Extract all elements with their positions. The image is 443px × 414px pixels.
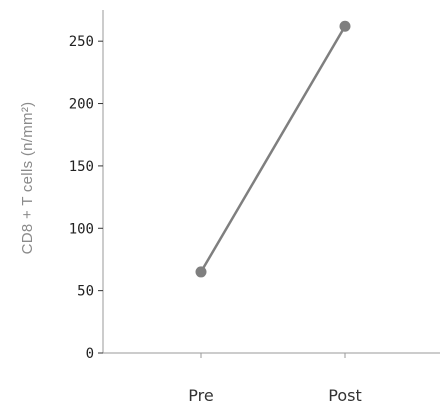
y-tick-label: 150 <box>69 159 94 175</box>
y-axis: 0 50 100 150 200 250 <box>69 10 104 362</box>
y-tick-label: 100 <box>69 221 94 237</box>
data-point <box>195 266 207 278</box>
series <box>195 20 351 278</box>
x-tick-label: Pre <box>188 386 213 405</box>
y-axis-label: CD8 + T cells (n/mm²) <box>19 102 36 255</box>
series-line <box>199 25 347 273</box>
y-tick-label: 200 <box>69 97 94 113</box>
data-point <box>339 20 351 32</box>
x-tick-label: Post <box>328 386 361 405</box>
y-tick-label: 0 <box>86 346 94 362</box>
x-axis: Pre Post <box>103 352 440 405</box>
y-tick-label: 250 <box>69 34 94 50</box>
y-tick-label: 50 <box>77 284 94 300</box>
